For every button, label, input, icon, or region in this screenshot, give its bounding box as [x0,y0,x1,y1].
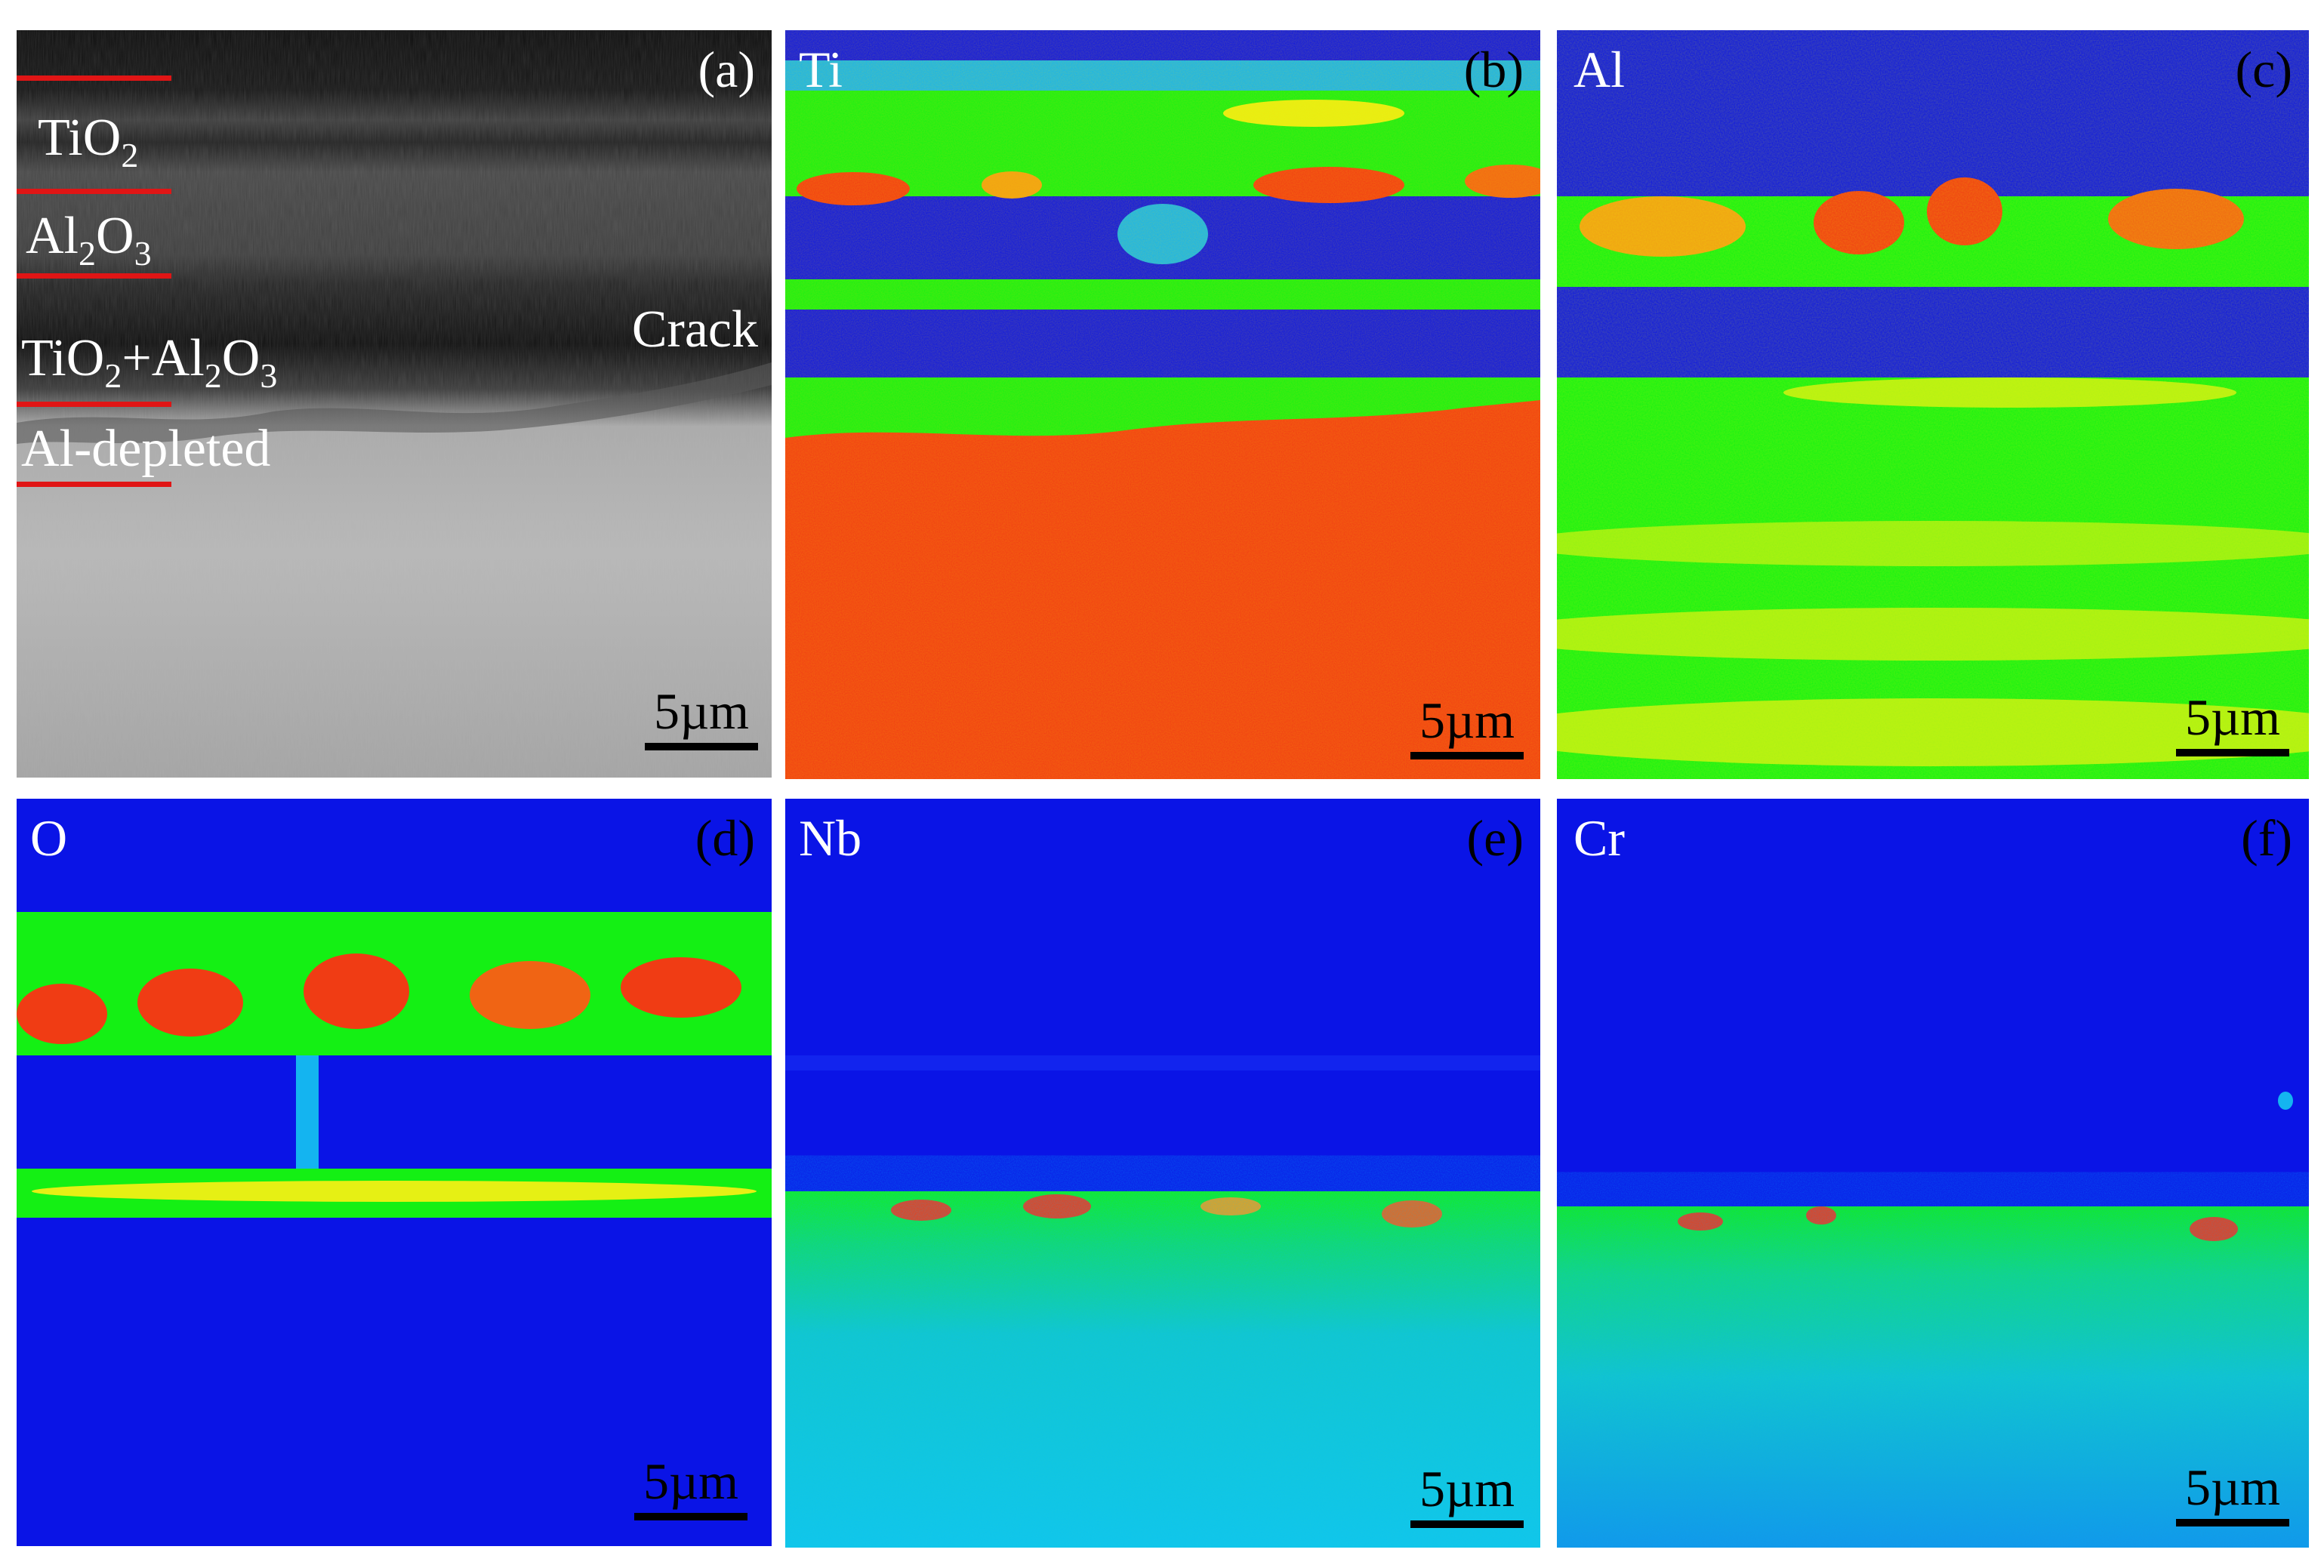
o-map-background [17,799,772,1546]
panel-f-tag: (f) [2241,809,2292,867]
panel-a-tag: (a) [698,41,755,98]
panel-e-tag: (e) [1466,809,1524,867]
nb-map-background [785,799,1540,1548]
scale-bar: 5µm [2176,692,2289,756]
scale-bar: 5µm [1410,695,1524,759]
element-label-cr: Cr [1573,809,1625,867]
element-label-al: Al [1573,41,1625,98]
sem-background [17,30,772,778]
panel-e-nb-map: Nb (e) 5µm [785,799,1540,1548]
panel-d-tag: (d) [695,809,755,867]
scale-bar: 5µm [2176,1462,2289,1526]
panel-d-o-map: O (d) 5µm [17,799,772,1546]
scale-bar: 5µm [634,1456,747,1520]
ti-map-background [785,30,1540,779]
layer-marker-line [17,189,171,194]
tio2-layer-label: TiO2 [38,109,139,175]
cr-map-background [1557,799,2309,1548]
layer-marker-line [17,273,171,279]
element-label-nb: Nb [799,809,862,867]
element-label-o: O [30,809,68,867]
layer-marker-line [17,402,171,407]
layer-marker-line [17,482,171,487]
panel-b-ti-map: Ti (b) 5µm [785,30,1540,779]
panel-f-cr-map: Cr (f) 5µm [1557,799,2309,1548]
crack-label: Crack [631,300,758,359]
mixed-oxide-layer-label: TiO2+Al2O3 [21,329,278,396]
scale-bar: 5µm [645,685,758,750]
panel-c-al-map: Al (c) 5µm [1557,30,2309,779]
panel-b-tag: (b) [1463,41,1524,98]
panel-c-tag: (c) [2235,41,2292,98]
al-map-background [1557,30,2309,779]
scale-bar: 5µm [1410,1463,1524,1528]
layer-marker-line [17,75,171,81]
al2o3-layer-label: Al2O3 [26,207,152,273]
panel-a-sem-image: (a) TiO2 Al2O3 TiO2+Al2O3 Al-depleted Cr… [17,30,772,778]
element-label-ti: Ti [799,41,843,98]
al-depleted-layer-label: Al-depleted [21,420,271,478]
